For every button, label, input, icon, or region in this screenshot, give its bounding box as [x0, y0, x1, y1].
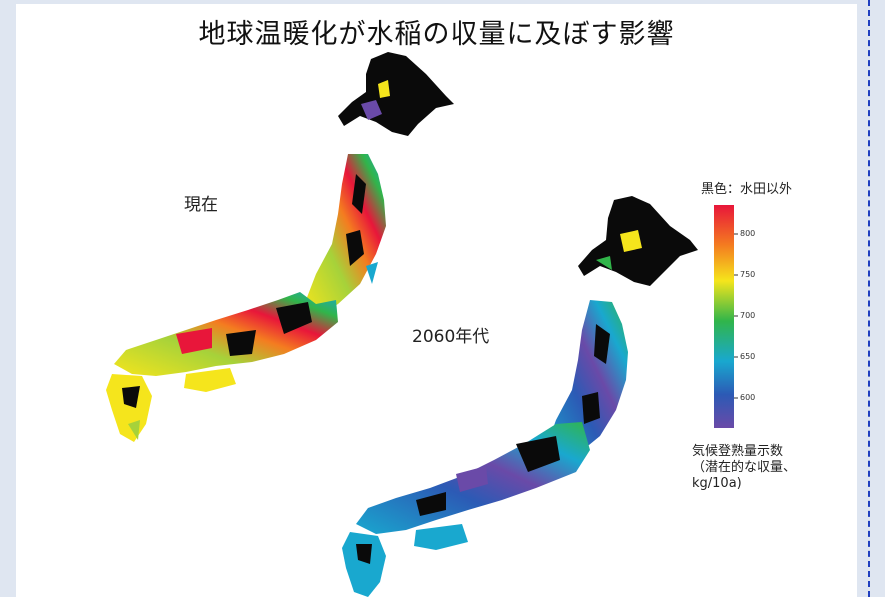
legend-colorbar [714, 205, 734, 428]
legend-title: 黒色：水田以外 [701, 182, 793, 197]
future-kyushu [342, 532, 386, 597]
legend-description: 気候登熟量示数 （潜在的な収量、 kg/10a) [692, 444, 796, 492]
legend-ticks [734, 233, 738, 399]
future-shikoku [414, 524, 468, 550]
legend-tick-650: 650 [740, 352, 756, 361]
present-kyushu [106, 374, 152, 442]
present-map [106, 52, 454, 442]
figure-panel: 地球温暖化が水稲の収量に及ぼす影響 [16, 4, 857, 597]
present-tohoku [306, 154, 386, 318]
legend-tick-700: 700 [740, 311, 756, 320]
right-dashed-border [868, 0, 885, 597]
future-label: 2060年代 [412, 327, 490, 347]
present-shikoku [184, 368, 236, 392]
legend-tick-800: 800 [740, 229, 756, 238]
present-label: 現在 [184, 195, 218, 215]
japan-maps [106, 52, 738, 597]
future-map [342, 196, 698, 597]
legend-tick-750: 750 [740, 270, 756, 279]
legend-tick-600: 600 [740, 393, 756, 402]
figure-title: 地球温暖化が水稲の収量に及ぼす影響 [198, 19, 675, 50]
legend-desc-line-2: （潜在的な収量、 [692, 460, 797, 475]
present-hokkaido [338, 52, 454, 136]
legend-desc-line-3: kg/10a) [692, 476, 742, 491]
legend-desc-line-1: 気候登熟量示数 [692, 444, 784, 459]
